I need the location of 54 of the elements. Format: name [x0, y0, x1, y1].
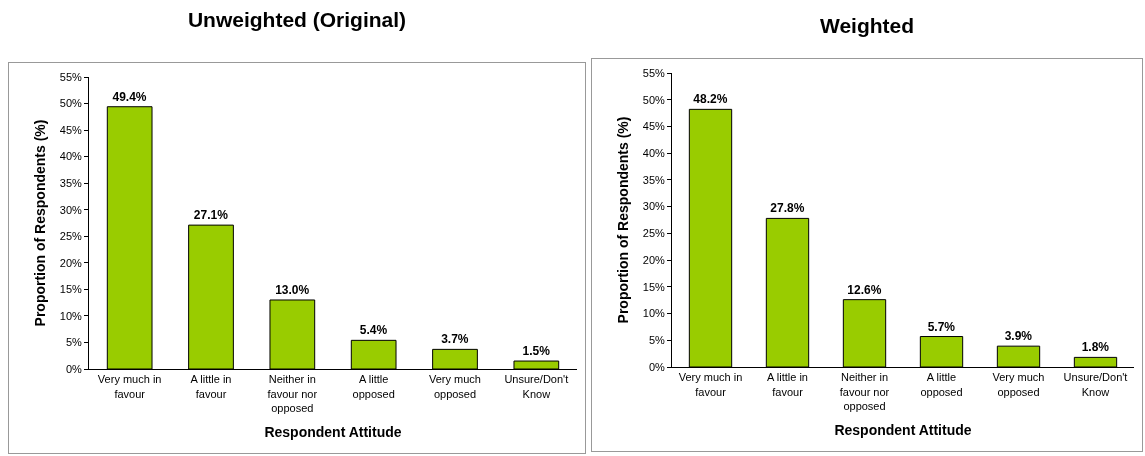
- y-tick-label: 45%: [642, 120, 665, 133]
- x-tick-label: Very much in favour: [97, 373, 162, 400]
- y-tick-label: 35%: [642, 173, 665, 186]
- y-tick-label: 15%: [59, 283, 82, 296]
- x-tick-label: Neither in favour nor opposed: [839, 371, 890, 412]
- y-tick-label: 35%: [59, 177, 82, 190]
- data-label: 3.7%: [441, 332, 469, 347]
- y-tick-label: 0%: [65, 362, 83, 375]
- y-tick-label: 40%: [642, 147, 665, 160]
- x-tick-label: A little opposed: [920, 371, 963, 398]
- x-tick-label: Unsure/Don't Know: [504, 373, 569, 400]
- data-label: 13.0%: [275, 282, 310, 297]
- data-label: 27.8%: [770, 201, 805, 216]
- y-tick-label: 40%: [59, 150, 82, 163]
- y-tick-label: 30%: [59, 203, 82, 216]
- x-axis-title: Respondent Attitude: [834, 422, 972, 439]
- data-label: 3.9%: [1004, 329, 1033, 344]
- x-tick-label: Very much opposed: [992, 371, 1045, 398]
- data-label: 27.1%: [193, 208, 229, 223]
- data-label: 12.6%: [847, 282, 882, 297]
- y-axis-title: Proportion of Respondents (%): [615, 116, 632, 324]
- y-tick-label: 25%: [642, 227, 665, 240]
- y-tick-label: 25%: [59, 230, 82, 243]
- y-tick-label: 30%: [642, 200, 665, 213]
- y-tick-label: 15%: [642, 280, 665, 293]
- y-tick-label: 10%: [642, 307, 665, 320]
- data-label: 49.4%: [112, 89, 147, 104]
- y-tick-label: 55%: [642, 66, 665, 79]
- y-tick-label: 55%: [59, 70, 82, 83]
- y-tick-label: 20%: [642, 253, 665, 266]
- data-label: 48.2%: [693, 92, 728, 107]
- x-tick-label: A little opposed: [352, 373, 395, 400]
- x-tick-label: Neither in favour nor opposed: [267, 373, 318, 414]
- y-tick-label: 0%: [648, 360, 666, 373]
- data-label: 1.8%: [1081, 340, 1110, 355]
- y-tick-label: 50%: [59, 97, 82, 110]
- x-tick-label: A little in favour: [767, 371, 808, 398]
- data-label: 1.5%: [522, 344, 551, 359]
- x-tick-label: Unsure/Don't Know: [1063, 371, 1128, 398]
- y-tick-label: 5%: [648, 334, 666, 347]
- y-tick-label: 10%: [59, 309, 82, 322]
- chart-title: Weighted: [818, 14, 916, 38]
- y-tick-label: 50%: [642, 93, 665, 106]
- data-label: 5.7%: [927, 319, 956, 334]
- y-axis-title: Proportion of Respondents (%): [32, 119, 49, 327]
- y-tick-label: 45%: [59, 123, 82, 136]
- x-tick-label: Very much in favour: [678, 371, 743, 398]
- chart-title: Unweighted (Original): [186, 8, 408, 32]
- x-tick-label: A little in favour: [190, 373, 232, 400]
- x-tick-label: Very much opposed: [429, 373, 481, 400]
- y-tick-label: 5%: [65, 336, 83, 349]
- x-axis-title: Respondent Attitude: [264, 424, 402, 441]
- data-label: 5.4%: [359, 323, 388, 338]
- y-tick-label: 20%: [59, 256, 82, 269]
